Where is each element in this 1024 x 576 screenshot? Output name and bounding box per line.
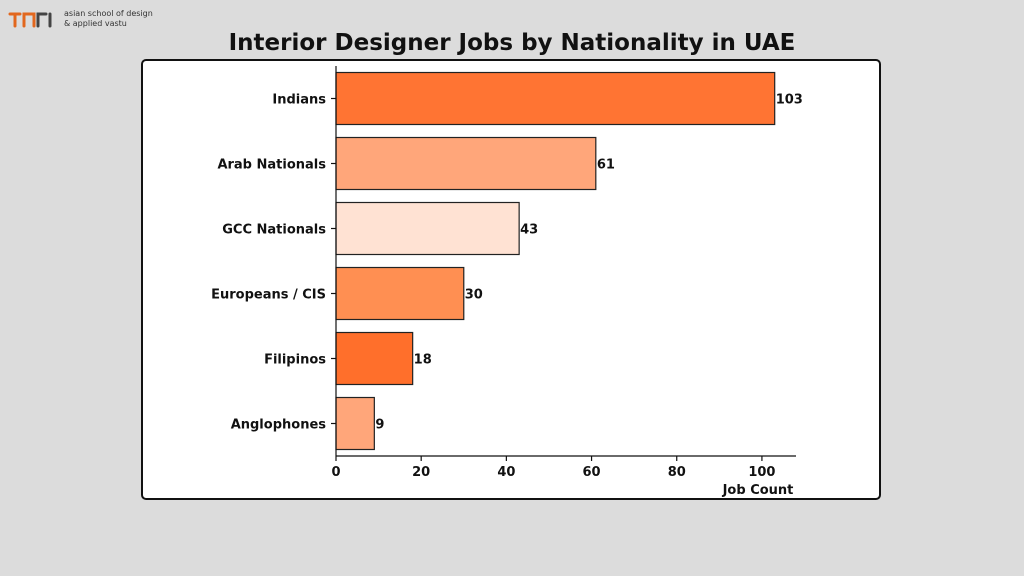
bar — [335, 331, 414, 386]
x-tick-label: 40 — [497, 465, 515, 480]
chart-card: 103 Indians 61 Arab Nationals 43 GCC National… — [141, 59, 881, 500]
logo-line-1: asian school of design — [64, 9, 153, 18]
data-label: 103 — [776, 93, 803, 108]
logo-mark-icon — [8, 12, 52, 28]
bar — [335, 201, 520, 256]
bar — [335, 136, 597, 191]
logo: asian school of design & applied vastu — [8, 8, 153, 30]
data-label: 18 — [414, 353, 432, 368]
category-label: GCC Nationals — [222, 223, 326, 238]
bar — [335, 396, 375, 451]
category-label: Arab Nationals — [217, 158, 326, 173]
category-label: Europeans / CIS — [211, 288, 326, 303]
x-tick-label: 80 — [668, 465, 686, 480]
bar — [335, 266, 465, 321]
data-label: 30 — [465, 288, 483, 303]
data-label: 43 — [520, 223, 538, 238]
page-title: Interior Designer Jobs by Nationality in… — [228, 30, 796, 56]
logo-line-2: & applied vastu — [64, 19, 127, 28]
x-tick-label: 0 — [331, 465, 340, 480]
x-axis-label: Job Count — [722, 483, 794, 498]
category-label: Filipinos — [264, 353, 326, 368]
x-tick-label: 100 — [748, 465, 775, 480]
bar — [335, 71, 776, 126]
category-label: Anglophones — [231, 418, 327, 433]
data-label: 61 — [597, 158, 615, 173]
bar-chart: 103 Indians 61 Arab Nationals 43 GCC National… — [211, 66, 803, 498]
category-label: Indians — [272, 93, 326, 108]
data-label: 9 — [375, 418, 384, 433]
x-tick-label: 60 — [583, 465, 601, 480]
x-tick-label: 20 — [412, 465, 430, 480]
